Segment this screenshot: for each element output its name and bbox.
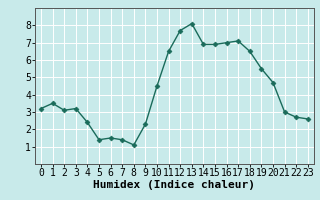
X-axis label: Humidex (Indice chaleur): Humidex (Indice chaleur) xyxy=(93,180,255,190)
